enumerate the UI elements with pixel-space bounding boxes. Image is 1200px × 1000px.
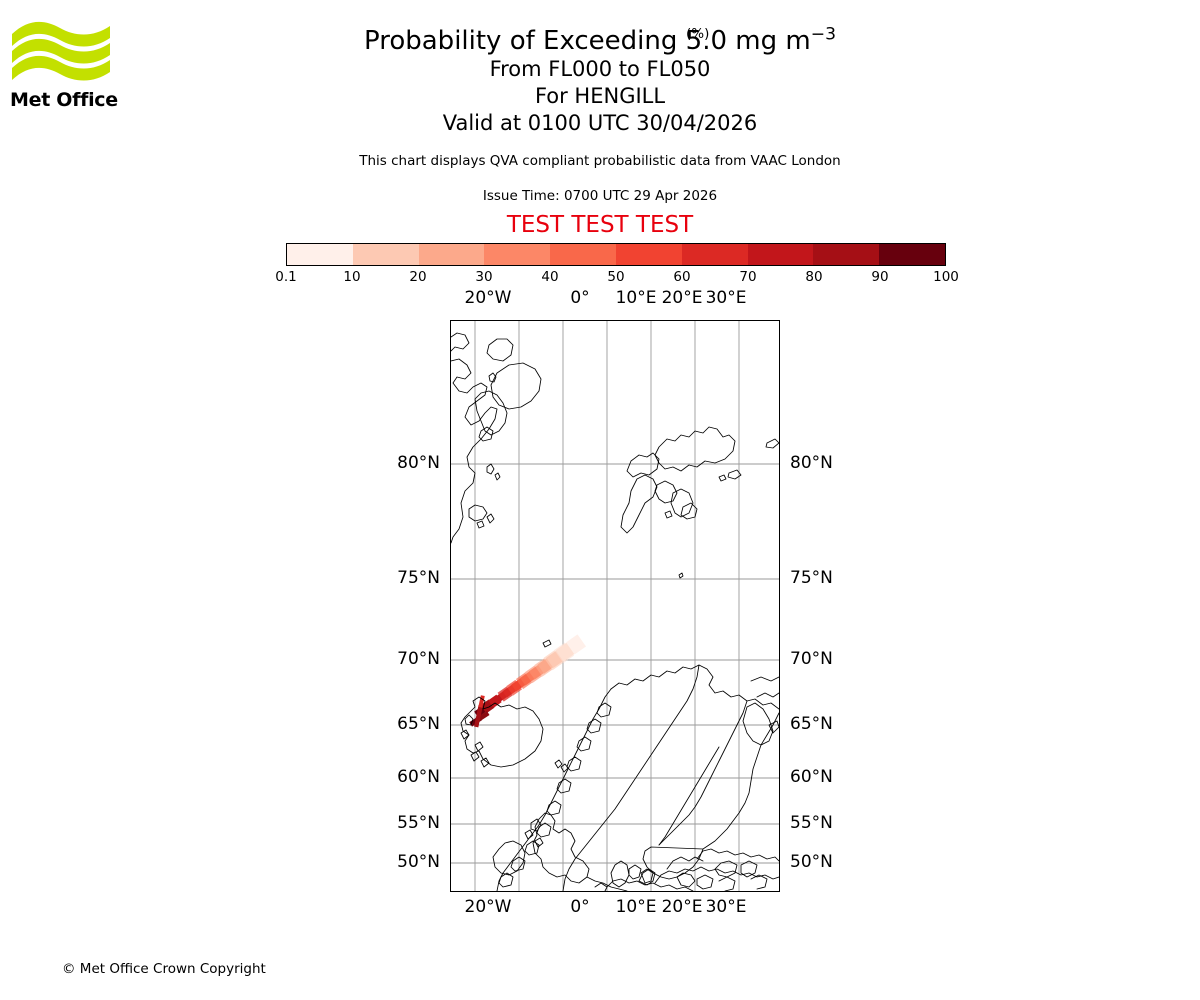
lat-tick-right-75°N: 75°N <box>790 568 833 588</box>
title-text: Probability of Exceeding 5.0 mg m <box>364 26 811 56</box>
colorbar-band-4 <box>550 244 616 265</box>
test-banner: TEST TEST TEST <box>506 211 694 238</box>
colorbar-tick-70: 70 <box>739 269 757 285</box>
colorbar-tick-60: 60 <box>673 269 691 285</box>
colorbar-band-7 <box>747 244 814 265</box>
colorbar-band-6 <box>681 244 748 265</box>
met-office-logo-text: Met Office <box>10 89 118 111</box>
volcano-subtitle: For HENGILL <box>534 83 666 108</box>
lon-tick-0°: 0° <box>570 897 590 917</box>
map-container <box>450 320 780 892</box>
lat-tick-left-70°N: 70°N <box>397 649 440 669</box>
lon-tick-20°E: 20°E <box>661 288 703 308</box>
colorbar-band-2 <box>418 244 485 265</box>
colorbar-gradient <box>286 243 946 266</box>
lon-tick-30°E: 30°E <box>705 288 747 308</box>
ash-plume-overlay <box>469 634 587 728</box>
colorbar-tick-90: 90 <box>871 269 889 285</box>
met-office-logo: Met Office <box>10 18 120 113</box>
lat-tick-left-80°N: 80°N <box>397 453 440 473</box>
colorbar-tick-0.1: 0.1 <box>275 269 297 285</box>
lat-tick-left-55°N: 55°N <box>397 813 440 833</box>
coastline-paths <box>451 332 779 891</box>
lat-tick-right-55°N: 55°N <box>790 813 833 833</box>
colorbar-tick-100: 100 <box>933 269 959 285</box>
lon-tick-20°W: 20°W <box>464 288 512 308</box>
colorbar-tick-40: 40 <box>541 269 559 285</box>
colorbar-tick-30: 30 <box>475 269 493 285</box>
lat-tick-left-65°N: 65°N <box>397 714 440 734</box>
colorbar-band-1 <box>352 244 419 265</box>
title-exponent: −3 <box>810 24 836 45</box>
colorbar-unit-label: (%) <box>686 26 710 42</box>
valid-time-subtitle: Valid at 0100 UTC 30/04/2026 <box>442 110 758 135</box>
map-plot-area <box>451 321 779 891</box>
colorbar-tick-20: 20 <box>409 269 427 285</box>
colorbar-band-9 <box>879 244 945 265</box>
issue-time: Issue Time: 0700 UTC 29 Apr 2026 <box>482 187 718 204</box>
colorbar-band-0 <box>287 244 353 265</box>
copyright-notice: © Met Office Crown Copyright <box>62 961 266 977</box>
map-gridlines <box>451 321 779 891</box>
lat-tick-right-50°N: 50°N <box>790 852 833 872</box>
colorbar-band-5 <box>615 244 682 265</box>
lat-tick-left-75°N: 75°N <box>397 568 440 588</box>
lat-tick-right-60°N: 60°N <box>790 767 833 787</box>
lat-tick-right-65°N: 65°N <box>790 714 833 734</box>
lon-tick-30°E: 30°E <box>705 897 747 917</box>
colorbar-tick-50: 50 <box>607 269 625 285</box>
colorbar-band-8 <box>813 244 880 265</box>
colorbar-band-3 <box>484 244 551 265</box>
chart-header: Probability of Exceeding 5.0 mg m−3 From… <box>0 0 1200 238</box>
probability-colorbar: 0.1 10 20 30 40 50 60 70 80 90 100 <box>275 243 959 287</box>
lon-tick-10°E: 10°E <box>615 288 657 308</box>
lon-tick-0°: 0° <box>570 288 590 308</box>
lat-tick-right-80°N: 80°N <box>790 453 833 473</box>
colorbar-tick-80: 80 <box>805 269 823 285</box>
qva-note: This chart displays QVA compliant probab… <box>359 152 841 169</box>
lat-tick-left-50°N: 50°N <box>397 852 440 872</box>
colorbar-tick-labels: 0.1 10 20 30 40 50 60 70 80 90 100 <box>275 269 959 287</box>
colorbar-tick-10: 10 <box>343 269 361 285</box>
lat-tick-left-60°N: 60°N <box>397 767 440 787</box>
flight-level-subtitle: From FL000 to FL050 <box>489 57 711 82</box>
lon-tick-20°W: 20°W <box>464 897 512 917</box>
met-office-wave-mark <box>12 21 110 81</box>
lon-tick-10°E: 10°E <box>615 897 657 917</box>
lat-tick-right-70°N: 70°N <box>790 649 833 669</box>
lon-tick-20°E: 20°E <box>661 897 703 917</box>
map-frame <box>450 320 780 892</box>
page-title: Probability of Exceeding 5.0 mg m−3 <box>0 24 1200 56</box>
